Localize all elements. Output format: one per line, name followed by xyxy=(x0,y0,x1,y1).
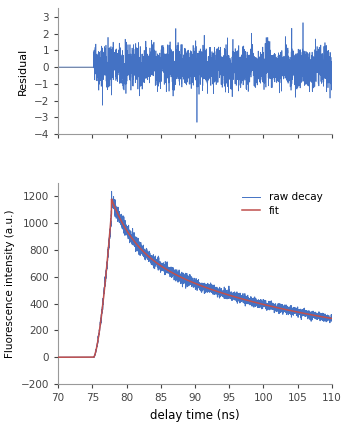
Line: raw decay: raw decay xyxy=(58,191,332,357)
raw decay xyxy=(321,314,326,319)
fit xyxy=(171,271,175,276)
raw decay xyxy=(92,355,96,360)
fit xyxy=(255,300,259,306)
fit xyxy=(321,314,326,319)
raw decay xyxy=(171,268,175,273)
fit xyxy=(109,197,114,202)
Line: fit: fit xyxy=(58,199,332,357)
fit xyxy=(173,272,177,277)
fit xyxy=(330,316,334,321)
raw decay xyxy=(173,273,177,279)
X-axis label: delay time (ns): delay time (ns) xyxy=(150,408,240,422)
raw decay xyxy=(308,314,312,319)
raw decay xyxy=(255,298,259,303)
fit xyxy=(186,278,190,283)
fit xyxy=(56,354,60,360)
raw decay xyxy=(330,316,334,321)
Y-axis label: Fluorescence intensity (a.u.): Fluorescence intensity (a.u.) xyxy=(5,209,15,358)
raw decay xyxy=(109,189,114,194)
raw decay xyxy=(186,280,190,285)
raw decay xyxy=(56,354,60,360)
Y-axis label: Residual: Residual xyxy=(18,48,28,95)
fit xyxy=(308,312,312,317)
Legend: raw decay, fit: raw decay, fit xyxy=(237,188,327,220)
